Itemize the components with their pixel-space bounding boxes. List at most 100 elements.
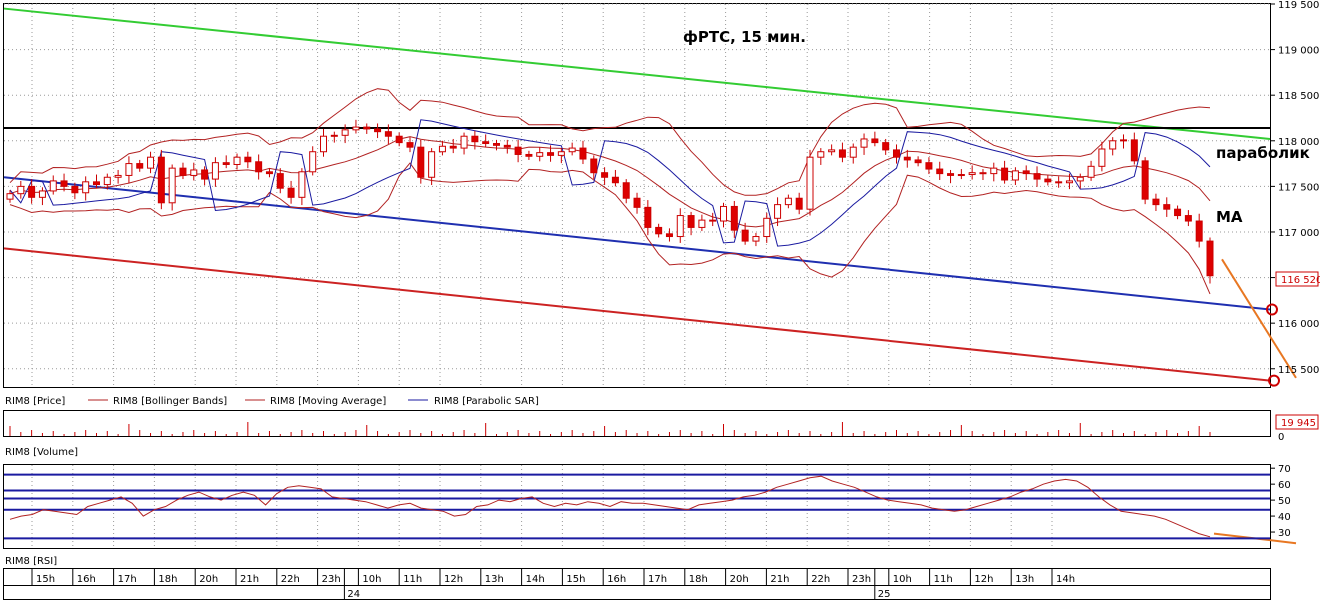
rsi-panel-frame [3, 464, 1271, 549]
candle-body [1130, 139, 1138, 162]
candle-body [363, 126, 371, 130]
candle-body [298, 171, 306, 198]
x-tick-label: 23h [322, 574, 341, 585]
volume-zero-tick: 0 [1278, 432, 1284, 443]
candle-body [503, 144, 511, 148]
candle-body [720, 205, 728, 222]
candle-body [752, 236, 760, 242]
candle-body [1163, 204, 1171, 210]
candle-body [330, 134, 338, 137]
x-tick-label: 17h [648, 574, 667, 585]
candle-body [255, 161, 263, 173]
candle-body [957, 174, 965, 177]
x-tick-label: 22h [281, 574, 300, 585]
x-tick-label: 23h [852, 574, 871, 585]
candle-body [622, 182, 630, 199]
candle-body [1141, 160, 1149, 200]
price-tick-label: 119 500 [1278, 0, 1319, 11]
forecast-arrow-price [1221, 258, 1297, 379]
candle-body [6, 193, 14, 200]
x-tick-label: 18h [158, 574, 177, 585]
candle-body [320, 135, 328, 153]
candle-body [201, 169, 209, 180]
candle-body [903, 156, 911, 161]
x-tick-label: 15h [566, 574, 585, 585]
candle-body [1022, 170, 1030, 175]
x-tick-label: 13h [485, 574, 504, 585]
candle-body [611, 176, 619, 184]
candle-body [460, 135, 468, 149]
x-tick-label: 18h [689, 574, 708, 585]
x-tick-label: 15h [36, 574, 55, 585]
volume-value-box [1275, 414, 1319, 430]
annotation-ma: MA [1216, 208, 1243, 226]
price-tick-label: 117 000 [1278, 228, 1319, 239]
candle-body [352, 126, 360, 131]
candle-body [547, 152, 555, 156]
candle-body [482, 141, 490, 145]
candle-body [871, 138, 879, 144]
x-tick-label: 12h [444, 574, 463, 585]
candle-body [71, 185, 79, 194]
candle-body [990, 167, 998, 175]
x-tick-label: 16h [77, 574, 96, 585]
price-tick-label: 119 000 [1278, 46, 1319, 57]
candle-body [1001, 167, 1009, 181]
candle-body [676, 215, 684, 238]
rsi-tick-label: 60 [1278, 480, 1291, 491]
x-tick-label: 16h [607, 574, 626, 585]
candle-body [514, 146, 522, 155]
candle-body [1152, 198, 1160, 206]
day-label: 24 [347, 589, 360, 600]
candle-body [817, 151, 825, 158]
candle-body [147, 156, 155, 169]
x-tick-label: 20h [199, 574, 218, 585]
candle-body [28, 185, 36, 198]
chart-title: фРТС, 15 мин. [683, 28, 806, 46]
x-tick-label: 14h [526, 574, 545, 585]
candle-body [655, 226, 663, 235]
candle-body [1076, 176, 1084, 182]
y-axis: 119 500 119 000 118 500 118 000 117 500 117 0… [1270, 0, 1319, 539]
price-tick-label: 116 000 [1278, 319, 1319, 330]
candle-body [395, 135, 403, 144]
candle-body [168, 167, 176, 204]
x-tick-label: 20h [730, 574, 749, 585]
candle-body [633, 197, 641, 208]
x-tick-label: 10h [893, 574, 912, 585]
candle-body [730, 205, 738, 231]
x-tick-label: 11h [403, 574, 422, 585]
candle-body [92, 181, 100, 186]
legend-bollinger: RIM8 [Bollinger Bands] [113, 396, 227, 407]
candle-body [114, 174, 122, 178]
x-tick-label: 22h [811, 574, 830, 585]
price-tick-label: 118 500 [1278, 91, 1319, 102]
moving-average [9, 136, 1211, 228]
candle-body [244, 156, 252, 163]
candle-body [211, 162, 219, 180]
candle-body [925, 162, 933, 170]
candle-body [914, 159, 922, 164]
candle-body [687, 215, 695, 228]
rsi-tick-label: 30 [1278, 528, 1291, 539]
candle-body [233, 156, 241, 165]
candle-body [828, 149, 836, 153]
candle-body [568, 147, 576, 153]
x-tick-label: 14h [1056, 574, 1075, 585]
candle-body [557, 151, 565, 156]
candle-body [60, 180, 68, 187]
price-tick-label: 117 500 [1278, 182, 1319, 193]
last-price-label: 116 520 [1281, 275, 1320, 286]
candle-body [38, 190, 46, 198]
price-legend: RIM8 [Price] RIM8 [Bollinger Bands] RIM8… [5, 396, 539, 407]
candle-body [1109, 140, 1117, 150]
candle-body [222, 162, 230, 165]
volume-value-label: 19 945 [1281, 418, 1316, 429]
trendline [3, 247, 1271, 382]
candle-body [428, 151, 436, 178]
candle-body [471, 135, 479, 143]
gridlines [4, 3, 1270, 548]
bollinger-upper [9, 88, 1211, 196]
rsi-line [9, 475, 1211, 538]
